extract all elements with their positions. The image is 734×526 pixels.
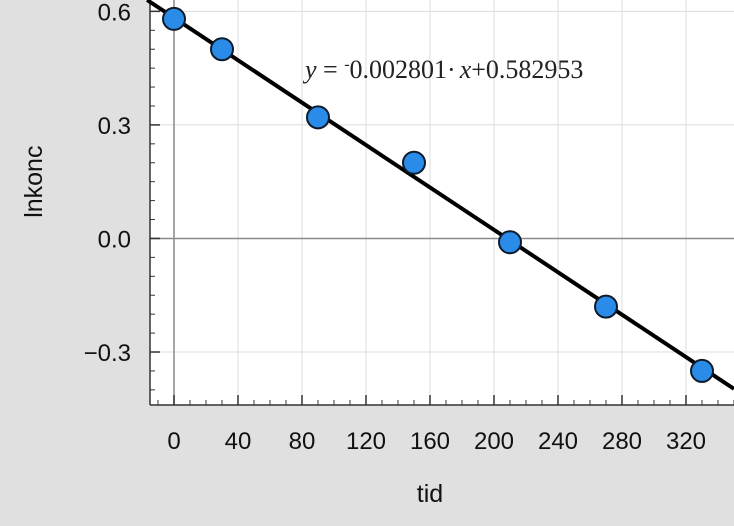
x-axis-label: tid: [417, 480, 443, 508]
data-point: [594, 294, 618, 319]
data-point: [498, 230, 522, 255]
x-tick-label: 160: [410, 428, 450, 455]
x-tick-label: 280: [602, 428, 642, 455]
data-point: [306, 105, 330, 130]
zero-axes: [150, 0, 734, 405]
y-axis-label: lnkonc: [20, 146, 48, 218]
regression-equation: y = -0.002801· x+0.582953: [302, 55, 583, 84]
regression-line: [146, 0, 734, 391]
x-tick-label: 40: [225, 428, 252, 455]
equation-y-var: y: [302, 55, 317, 84]
axis-frame: [149, 0, 734, 406]
equation-intercept: +0.582953: [471, 55, 583, 84]
y-tick-label: 0.6: [98, 0, 131, 26]
equation-equals: =: [317, 55, 345, 84]
x-tick-label: 80: [289, 428, 316, 455]
x-tick-label: 0: [167, 428, 180, 455]
x-tick-label: 240: [538, 428, 578, 455]
equation-negative-sign: -: [344, 56, 349, 73]
data-point: [162, 6, 186, 31]
data-points: [162, 6, 714, 383]
x-tick-label: 320: [666, 428, 706, 455]
grid: [150, 0, 734, 405]
data-point: [402, 150, 426, 175]
equation-x-var: x: [459, 55, 472, 84]
y-tick-label: 0.3: [98, 113, 131, 140]
y-tick-label: 0.0: [98, 226, 131, 253]
y-axis: 0.6 0.3 0.0 −0.3: [84, 0, 160, 391]
data-point: [210, 37, 234, 62]
x-tick-label: 120: [346, 428, 386, 455]
equation-slope: 0.002801: [350, 55, 448, 84]
data-point: [690, 358, 714, 383]
equation-dot: ·: [447, 55, 456, 84]
x-tick-label: 200: [474, 428, 514, 455]
y-tick-label: −0.3: [84, 340, 131, 367]
x-axis: 0 40 80 120 160 200 240 280 320: [157, 395, 734, 455]
regression-line-path: [146, 0, 734, 391]
